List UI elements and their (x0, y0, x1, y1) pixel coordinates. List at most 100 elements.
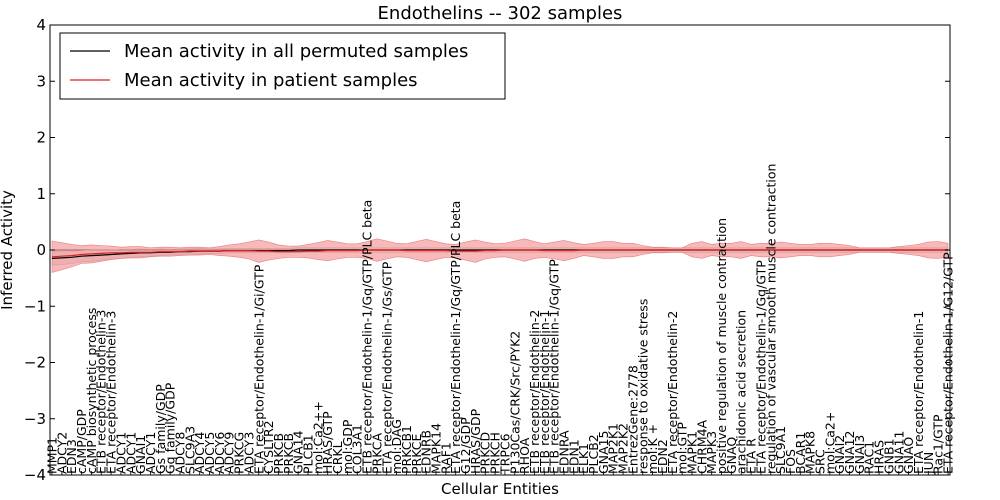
x-tick-label: MAPK14 (429, 423, 444, 474)
y-tick-label: −1 (24, 297, 46, 315)
x-tick-label: RHOA (517, 437, 532, 474)
x-tick-label: CHRM4A (694, 419, 709, 474)
x-tick-label: ADCY1 (143, 432, 158, 474)
x-tick-label: mol:DAG (389, 419, 404, 474)
x-tick-label: ADCY2 (54, 432, 69, 474)
legend-label-patient: Mean activity in patient samples (124, 70, 418, 91)
x-tick-label: ETA receptor/Endothelin-2 (665, 311, 680, 474)
y-tick-label: 0 (36, 241, 46, 259)
x-tick-label: GNAQ (724, 437, 739, 474)
x-tick-label: MAP2K2 (616, 423, 631, 474)
x-tick-label: regulation of vascular smooth muscle con… (763, 164, 778, 474)
x-tick-label: HRAS/GDP (468, 408, 483, 474)
x-tick-label: cAMP/GDP (74, 409, 89, 474)
x-tick-label: COL3A1 (350, 424, 365, 474)
x-tick-label: GNAO (901, 437, 916, 474)
x-tick-label: ETA receptor/Endothelin-1/Gq/GTP/PLC bet… (448, 201, 463, 474)
x-tick-label: ELK1 (576, 443, 591, 474)
x-tick-label: ETA receptor/Endothelin-3 (104, 311, 119, 474)
x-tick-label: mol:Ca2+ (822, 412, 837, 474)
x-tick-label: RAF1 (438, 442, 453, 474)
x-tick-label: SLC9A1 (773, 426, 788, 474)
x-tick-label: FOS (783, 449, 798, 474)
x-tick-label: GNA12 (842, 431, 857, 475)
x-tick-label: response to oxidative stress (635, 299, 650, 474)
x-tick-label: PRKCG (232, 432, 247, 474)
x-tick-label: ADCY6 (212, 432, 227, 474)
x-tick-label: BCAR1 (793, 432, 808, 474)
x-tick-label: CYSLTR2 (261, 420, 276, 474)
x-tick-label: HRAS/GTP (320, 411, 335, 474)
x-tick-label: PRKCD (478, 432, 493, 474)
x-tick-label: ADCY3 (241, 432, 256, 474)
x-axis-label: Cellular Entities (441, 480, 559, 498)
x-tick-label: EDN2 (655, 439, 670, 474)
x-tick-label: RAC1 (862, 441, 877, 474)
x-tick-label: MAPK3 (704, 431, 719, 474)
x-tick-label: ETA receptor/Endothelin-1/G12/GTP (941, 252, 956, 474)
x-tick-label: GNA11 (891, 431, 906, 475)
x-tick-label: PRKCB (271, 433, 286, 474)
x-tick-label: ETB receptor/Endothelin-2 (527, 310, 542, 474)
x-tick-label: EntrezGene:2778 (625, 365, 640, 474)
x-tick-label: GNB1 (881, 438, 896, 474)
x-tick-label: TRPC6 (497, 433, 512, 475)
y-tick-label: 3 (36, 72, 46, 90)
x-tick-label: P130Cas/CRK/Src/PYK2 (507, 331, 522, 474)
x-tick-label: mol:GDP (340, 419, 355, 474)
x-tick-label: PRKCA (369, 433, 384, 474)
x-tick-label: MAPK1 (685, 431, 700, 474)
x-tick-label: ADCY1 (113, 432, 128, 474)
chart-title: Endothelins -- 302 samples (378, 3, 623, 24)
x-tick-label: mol:K + (645, 424, 660, 474)
x-tick-label: ETA receptor/Endothelin-1/Gs/GTP (379, 261, 394, 474)
x-tick-label: ETA receptor/Endothelin-1 (911, 311, 926, 474)
y-axis-label: Inferred Activity (0, 190, 16, 310)
x-tick-label: PRKCB1 (399, 425, 414, 474)
x-tick-label: Gs family/GDP (153, 384, 168, 474)
y-tick-label: 2 (36, 129, 46, 147)
y-tick-label: −3 (24, 410, 46, 428)
x-tick-label: PRKCH (488, 432, 503, 474)
legend: Mean activity in all permuted samples Me… (59, 32, 506, 100)
y-tick-label: 4 (36, 16, 46, 34)
x-tick-label: mol:GTP (675, 422, 690, 474)
x-tick-label: ADCY8 (173, 432, 188, 474)
x-tick-label: EDNRB (419, 430, 434, 474)
x-tick-label: ETB receptor/Endothelin-1/Gq/GTP (547, 259, 562, 474)
x-tick-label: PRKCB (281, 433, 296, 474)
x-tick-label: Rac1/GTP (931, 414, 946, 474)
x-tick-label: MMP1 (45, 437, 60, 474)
x-tick-label: JUN (921, 452, 936, 475)
x-tick-label: SRC (813, 449, 828, 474)
x-tick-label: ADCY4 (192, 432, 207, 474)
x-tick-label: SLC9A3 (182, 426, 197, 474)
x-tick-label: mol:Ca2++ (310, 401, 325, 474)
x-tick-label: ETA R (744, 438, 759, 474)
x-tick-label: PLCB2 (586, 434, 601, 474)
x-tick-label: PRKCE (409, 434, 424, 474)
legend-label-permuted: Mean activity in all permuted samples (124, 41, 468, 62)
x-tick-label: EDN3 (64, 439, 79, 474)
x-tick-label: GNA15 (596, 431, 611, 475)
x-tick-label: HRAS (872, 440, 887, 474)
line-series-1 (51, 249, 948, 258)
band-series-1 (51, 238, 949, 273)
x-tick-label: arachidonic acid secretion (734, 310, 749, 474)
legend-box (59, 32, 506, 100)
x-tick-label: cAMP biosynthetic process (84, 308, 99, 474)
x-tick-label: EDN1 (566, 439, 581, 474)
x-tick-label: ADCY9 (222, 432, 237, 474)
x-tick-label: ETA receptor/Endothelin-1/Gq/GTP (753, 260, 768, 474)
y-tick-label: −4 (24, 466, 46, 484)
x-tick-label: Gq family/GDP (163, 382, 178, 474)
x-tick-label: ADCY1 (123, 432, 138, 474)
x-tick-label: ADCY5 (202, 432, 217, 474)
x-tick-label: ETB receptor/Endothelin-3 (94, 310, 109, 474)
x-tick-label: ETB receptor/Endothelin-1/Gq/GTP/PLC bet… (360, 200, 375, 474)
x-tick-label: GNAI1 (133, 435, 148, 474)
x-tick-label: ETA receptor/Endothelin-1/Gi/GTP (251, 264, 266, 474)
y-tick-label: 1 (36, 185, 46, 203)
x-tick-label: GNAI3 (852, 435, 867, 474)
